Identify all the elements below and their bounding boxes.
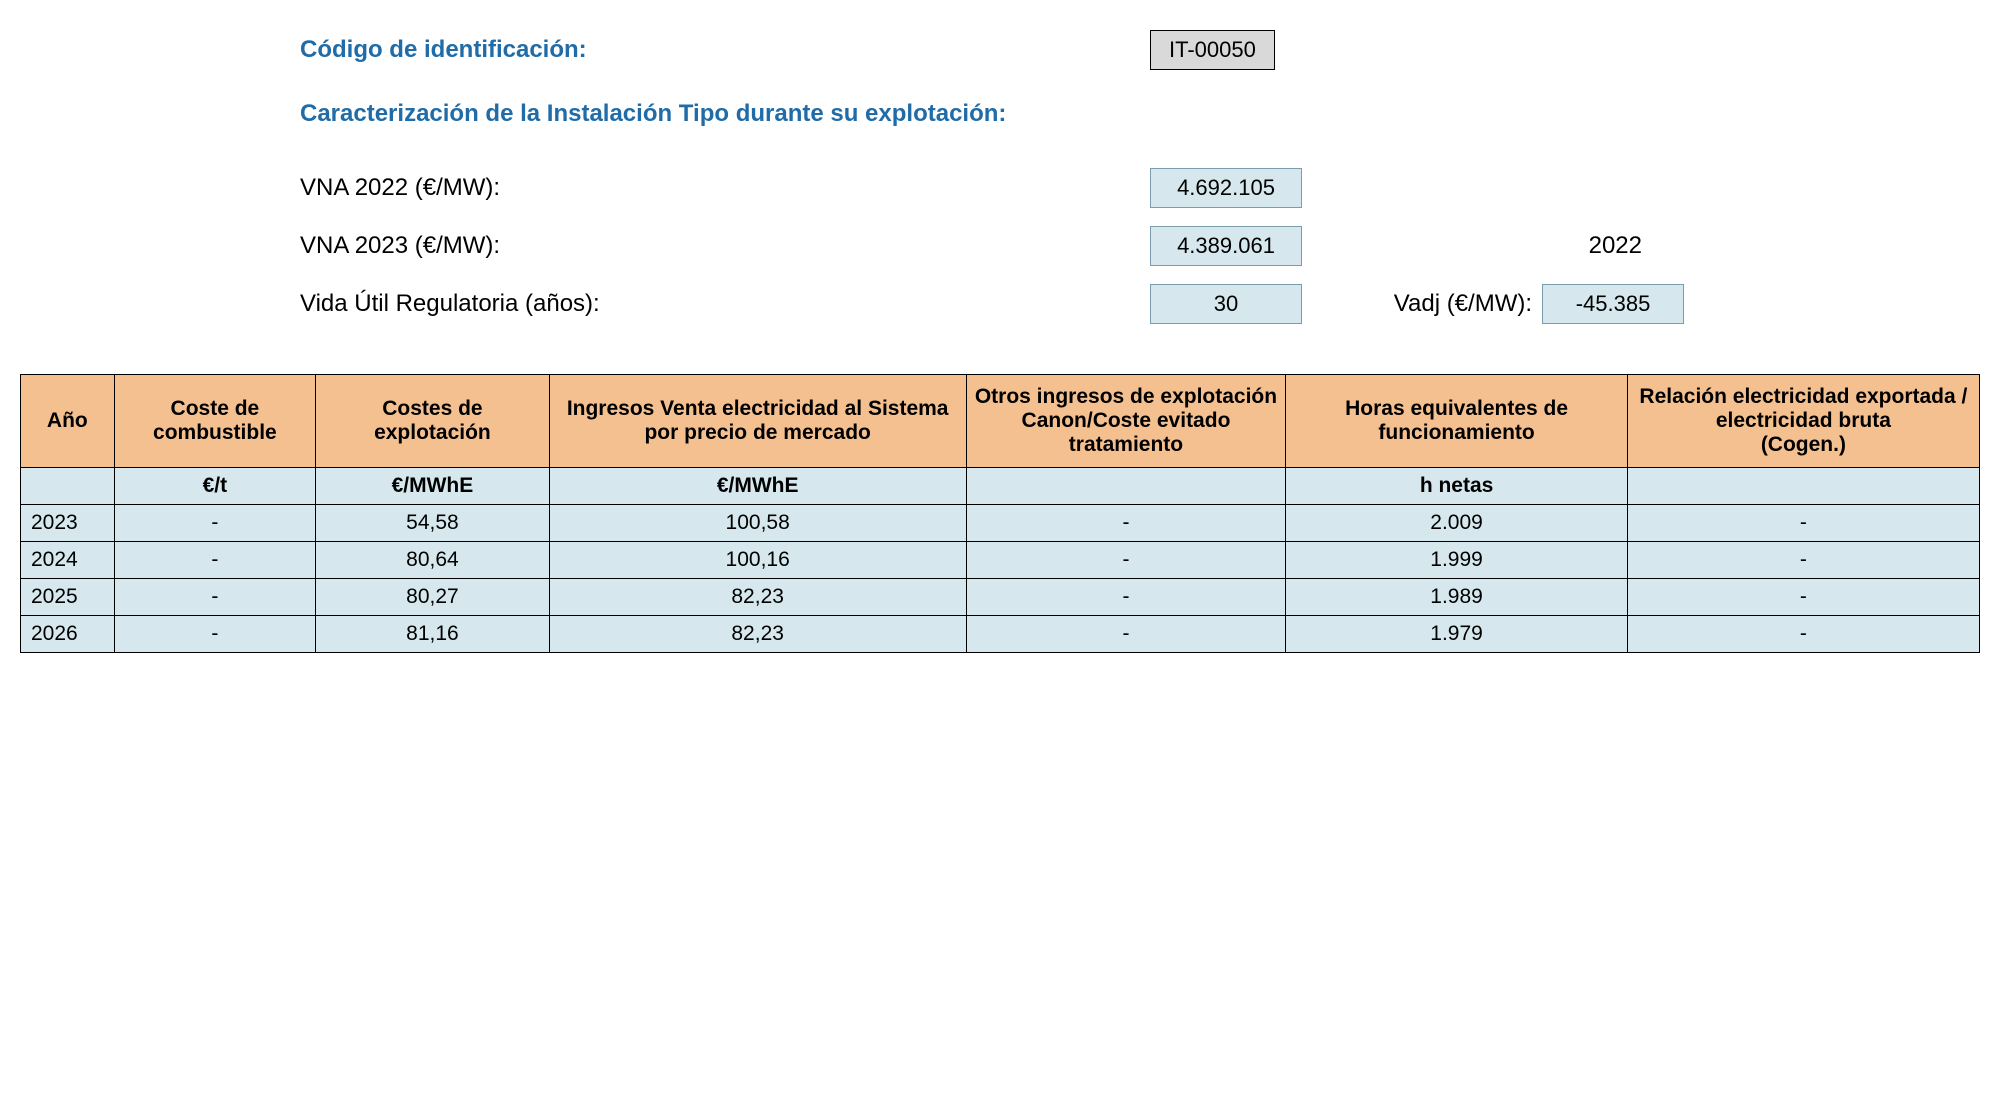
vadj-value: -45.385 [1542, 284, 1684, 324]
cell: - [966, 542, 1286, 579]
unit-relacion [1627, 468, 1979, 505]
unit-ingresos: €/MWhE [549, 468, 966, 505]
cell: 100,58 [549, 505, 966, 542]
cell: 82,23 [549, 579, 966, 616]
vna2023-value: 4.389.061 [1150, 226, 1302, 266]
header-row: Año Coste de combustible Costes de explo… [21, 375, 1980, 468]
col-header-otros: Otros ingresos de explotación Canon/Cost… [966, 375, 1286, 468]
unit-otros [966, 468, 1286, 505]
cell: - [1627, 579, 1979, 616]
col-header-combustible: Coste de combustible [114, 375, 315, 468]
cell: - [1627, 616, 1979, 653]
cell-year: 2025 [21, 579, 115, 616]
table-row: 2023 - 54,58 100,58 - 2.009 - [21, 505, 1980, 542]
cell-year: 2026 [21, 616, 115, 653]
units-row: €/t €/MWhE €/MWhE h netas [21, 468, 1980, 505]
table-header: Año Coste de combustible Costes de explo… [21, 375, 1980, 468]
cell: 82,23 [549, 616, 966, 653]
cell: 80,27 [316, 579, 550, 616]
cell: 2.009 [1286, 505, 1627, 542]
col-header-explotacion: Costes de explotación [316, 375, 550, 468]
cell: 80,64 [316, 542, 550, 579]
cell: - [114, 579, 315, 616]
codigo-value-box: IT-00050 [1150, 30, 1275, 70]
vna2022-value: 4.692.105 [1150, 168, 1302, 208]
header-section: Código de identificación: IT-00050 Carac… [20, 30, 1980, 324]
cell: 1.999 [1286, 542, 1627, 579]
cell: 54,58 [316, 505, 550, 542]
codigo-label: Código de identificación: [300, 36, 1150, 64]
cell: 81,16 [316, 616, 550, 653]
cell: - [966, 505, 1286, 542]
cell: - [114, 505, 315, 542]
table-body: €/t €/MWhE €/MWhE h netas 2023 - 54,58 1… [21, 468, 1980, 653]
table-row: 2026 - 81,16 82,23 - 1.979 - [21, 616, 1980, 653]
vida-value: 30 [1150, 284, 1302, 324]
cell: - [1627, 505, 1979, 542]
table-row: 2025 - 80,27 82,23 - 1.989 - [21, 579, 1980, 616]
vna2022-row: VNA 2022 (€/MW): 4.692.105 [300, 168, 1980, 208]
year-ref: 2022 [1302, 232, 1662, 260]
cell: - [966, 616, 1286, 653]
caracterizacion-label: Caracterización de la Instalación Tipo d… [300, 100, 1006, 128]
cell: 1.989 [1286, 579, 1627, 616]
codigo-row: Código de identificación: IT-00050 [300, 30, 1980, 70]
vna2023-label: VNA 2023 (€/MW): [300, 232, 1150, 260]
unit-ano [21, 468, 115, 505]
col-header-ano: Año [21, 375, 115, 468]
cell: - [966, 579, 1286, 616]
cell-year: 2024 [21, 542, 115, 579]
unit-combustible: €/t [114, 468, 315, 505]
vna2022-label: VNA 2022 (€/MW): [300, 174, 1150, 202]
cell: 100,16 [549, 542, 966, 579]
cell: - [114, 616, 315, 653]
col-header-ingresos: Ingresos Venta electricidad al Sistema p… [549, 375, 966, 468]
caracterizacion-row: Caracterización de la Instalación Tipo d… [300, 100, 1980, 128]
vida-row: Vida Útil Regulatoria (años): 30 Vadj (€… [300, 284, 1980, 324]
col-header-horas: Horas equivalentes de funcionamiento [1286, 375, 1627, 468]
unit-explotacion: €/MWhE [316, 468, 550, 505]
unit-horas: h netas [1286, 468, 1627, 505]
cell: - [114, 542, 315, 579]
table-row: 2024 - 80,64 100,16 - 1.999 - [21, 542, 1980, 579]
vadj-label: Vadj (€/MW): [1302, 290, 1542, 318]
vida-label: Vida Útil Regulatoria (años): [300, 290, 1150, 318]
document-container: Código de identificación: IT-00050 Carac… [20, 30, 1980, 653]
cell-year: 2023 [21, 505, 115, 542]
col-header-relacion: Relación electricidad exportada / electr… [1627, 375, 1979, 468]
cell: 1.979 [1286, 616, 1627, 653]
vna2023-row: VNA 2023 (€/MW): 4.389.061 2022 [300, 226, 1980, 266]
data-table: Año Coste de combustible Costes de explo… [20, 374, 1980, 653]
cell: - [1627, 542, 1979, 579]
